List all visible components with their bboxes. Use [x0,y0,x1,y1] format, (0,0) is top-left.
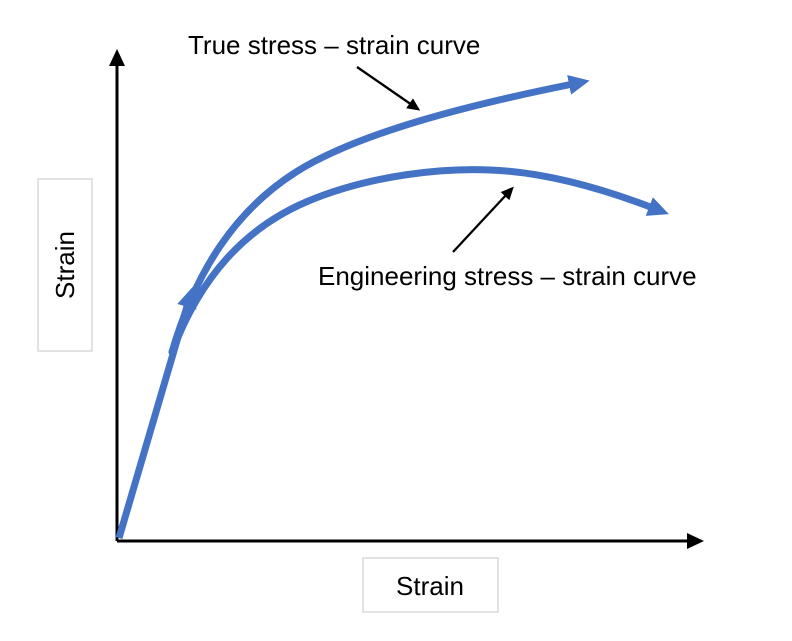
x-axis-label-box [362,557,499,613]
true-curve-label: True stress – strain curve [188,30,480,60]
engineering-curve-pointer-arrow [452,186,514,253]
true-curve-pointer-arrow [356,66,421,111]
engineering-stress-curve [168,166,669,356]
y-axis-label-box [37,178,93,352]
x-axis-label: Strain [396,571,464,601]
true-stress-curve [168,74,590,356]
y-axis-label: Strain [50,231,80,299]
engineering-curve-label: Engineering stress – strain curve [318,261,697,291]
